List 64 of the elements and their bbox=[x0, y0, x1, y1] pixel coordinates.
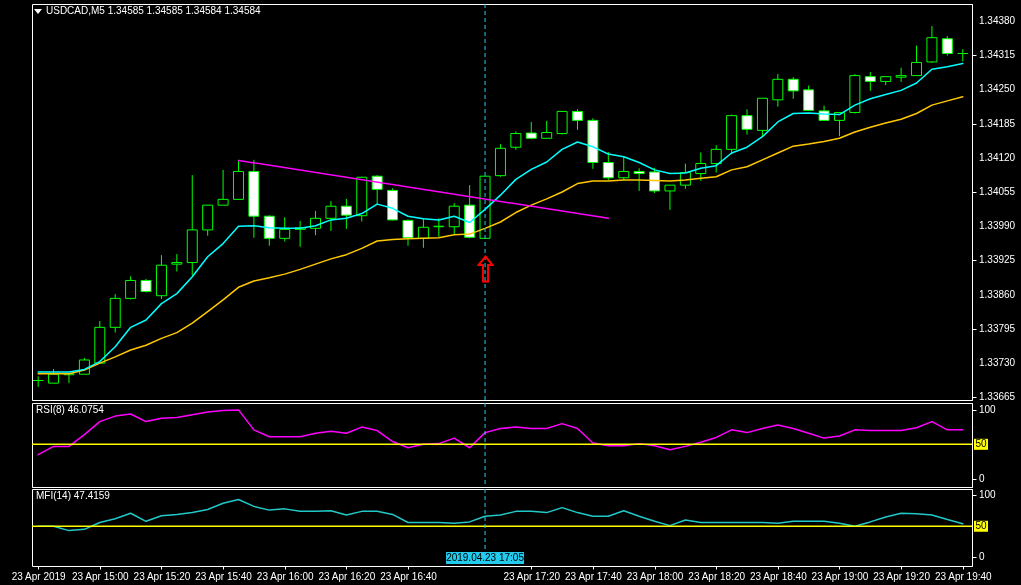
y-tick-label: 100 bbox=[979, 403, 997, 415]
candlestick bbox=[556, 110, 568, 136]
x-tick-label: 23 Apr 15:20 bbox=[133, 570, 191, 582]
candlestick bbox=[402, 218, 414, 247]
y-tick-label: 1.34380 bbox=[979, 14, 1016, 26]
chart-title: USDCAD,M5 1.34585 1.34585 1.34584 1.34584 bbox=[46, 5, 262, 16]
y-tick-label: 1.33730 bbox=[979, 357, 1016, 369]
candlestick bbox=[32, 375, 44, 388]
candlestick bbox=[741, 108, 753, 136]
y-tick-label: 0 bbox=[979, 551, 985, 563]
y-tick-label: 100 bbox=[979, 489, 997, 501]
x-tick-label: 23 Apr 18:00 bbox=[626, 570, 684, 582]
y-tick-label: 1.34315 bbox=[979, 49, 1016, 61]
candlestick bbox=[263, 214, 275, 247]
candlestick bbox=[803, 85, 815, 111]
candlestick bbox=[772, 73, 784, 108]
x-tick-label: 23 Apr 17:40 bbox=[565, 570, 623, 582]
candlestick bbox=[572, 108, 584, 131]
candlestick bbox=[618, 155, 630, 181]
y-tick-label: 1.34250 bbox=[979, 83, 1016, 95]
candlestick bbox=[510, 130, 522, 151]
candlestick bbox=[787, 76, 799, 100]
y-tick-label: 1.33795 bbox=[979, 322, 1016, 334]
y-tick-label: 1.34120 bbox=[979, 151, 1016, 163]
ref-line-label: 50 bbox=[975, 438, 987, 450]
candlestick bbox=[864, 71, 876, 92]
candlestick bbox=[279, 216, 291, 242]
x-tick-label: 23 Apr 16:20 bbox=[318, 570, 376, 582]
x-tick-label: 23 Apr 17:20 bbox=[503, 570, 561, 582]
candlestick bbox=[911, 45, 923, 77]
x-tick-label: 23 Apr 18:20 bbox=[688, 570, 746, 582]
candlestick bbox=[602, 151, 614, 181]
candlestick bbox=[325, 200, 337, 232]
candlestick bbox=[217, 169, 229, 206]
y-tick-label: 1.33665 bbox=[979, 391, 1016, 403]
x-tick-label: 23 Apr 19:40 bbox=[934, 570, 993, 582]
candlestick bbox=[649, 167, 661, 194]
y-tick-label: 1.34185 bbox=[979, 117, 1016, 129]
x-tick-label: 23 Apr 19:20 bbox=[873, 570, 931, 582]
x-tick-label: 23 Apr 15:40 bbox=[195, 570, 253, 582]
candlestick bbox=[664, 184, 676, 211]
ref-line-label: 2019.04.23 17:05 bbox=[446, 552, 525, 563]
candlestick bbox=[941, 35, 953, 57]
x-tick-label: 23 Apr 16:00 bbox=[256, 570, 315, 582]
candlestick bbox=[895, 67, 907, 83]
ref-line-label: 50 bbox=[975, 520, 987, 532]
x-tick-label: 23 Apr 18:40 bbox=[749, 570, 808, 582]
x-tick-label: 23 Apr 19:00 bbox=[811, 570, 869, 582]
y-tick-label: 1.33860 bbox=[979, 288, 1016, 300]
candlestick bbox=[710, 144, 722, 174]
chart-title: MFI(14) 47.4159 bbox=[36, 490, 111, 501]
x-tick-label: 23 Apr 15:00 bbox=[71, 570, 130, 582]
x-tick-label: 23 Apr 16:40 bbox=[380, 570, 438, 582]
y-tick-label: 0 bbox=[979, 472, 985, 484]
y-tick-label: 1.33925 bbox=[979, 254, 1016, 266]
chart-title: RSI(8) 46.0754 bbox=[36, 404, 105, 415]
x-tick-label: 23 Apr 2019 bbox=[11, 570, 67, 582]
candlestick bbox=[448, 202, 460, 235]
y-tick-label: 1.34055 bbox=[979, 185, 1016, 197]
candlestick bbox=[633, 167, 645, 192]
candlestick bbox=[171, 253, 183, 273]
candlestick bbox=[957, 48, 969, 62]
candlestick bbox=[340, 198, 352, 230]
y-tick-label: 1.33990 bbox=[979, 220, 1016, 232]
